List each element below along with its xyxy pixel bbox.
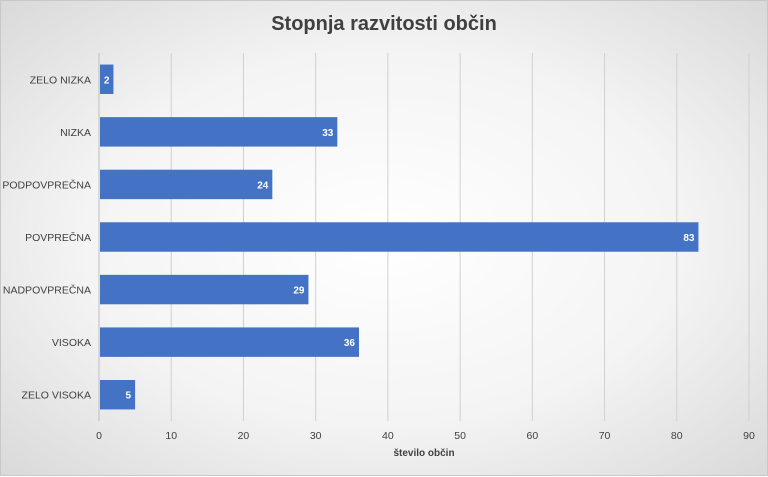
data-label: 2 xyxy=(104,75,110,86)
bar xyxy=(100,64,114,95)
category-label: ZELO VISOKA xyxy=(22,390,91,402)
category-label: NADPOVPREČNA xyxy=(3,284,91,297)
category-label: ZELO NIZKA xyxy=(30,74,91,86)
category-label: VISOKA xyxy=(52,337,91,349)
x-tick-label: 20 xyxy=(238,430,250,442)
data-label: 5 xyxy=(126,391,132,402)
data-label: 36 xyxy=(344,338,356,349)
category-label: POVPREČNA xyxy=(25,231,91,244)
x-tick-label: 10 xyxy=(165,430,177,442)
bar xyxy=(100,274,309,305)
x-tick-label: 0 xyxy=(96,430,102,442)
x-tick-label: 90 xyxy=(743,430,755,442)
bar xyxy=(100,222,699,252)
x-tick-label: 70 xyxy=(599,430,611,442)
bar xyxy=(100,169,273,200)
x-tick-label: 60 xyxy=(526,430,538,442)
data-label: 24 xyxy=(257,180,269,191)
axis-layer: 0 10 20 30 40 50 60 70 80 90 ZELO NIZKA NIZKA PODPOV… xyxy=(2,53,755,442)
data-label: 29 xyxy=(293,286,305,297)
x-tick-label: 50 xyxy=(454,430,466,442)
data-label: 33 xyxy=(322,128,334,139)
x-axis-title: število občin xyxy=(393,448,454,459)
bar xyxy=(100,379,136,410)
category-label: NIZKA xyxy=(60,127,91,139)
x-tick-label: 30 xyxy=(310,430,322,442)
chart-title: Stopnja razvitosti občin xyxy=(271,13,497,35)
category-label: PODPOVPREČNA xyxy=(2,178,91,191)
bar-layer: 2 33 24 83 29 36 5 xyxy=(100,64,699,410)
bar xyxy=(100,327,359,357)
x-tick-label: 40 xyxy=(382,430,394,442)
x-tick-label: 80 xyxy=(671,430,683,442)
data-label: 83 xyxy=(683,233,695,244)
bar xyxy=(100,117,338,147)
